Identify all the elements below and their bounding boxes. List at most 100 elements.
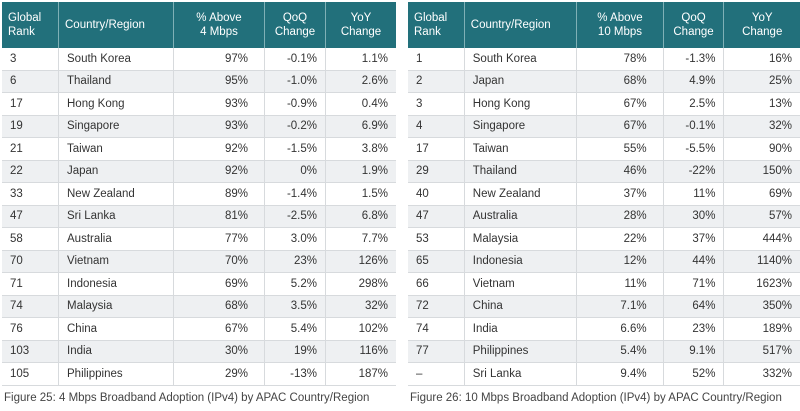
table-row: 76 China 67% 5.4% 102% [2, 317, 396, 341]
header-text: Rank [414, 26, 441, 38]
table-block: Global Rank Country/Region % Above 4 Mbps QoQ… [2, 2, 396, 386]
table-cell: 187% [325, 362, 396, 386]
table-cell: 37% [663, 227, 725, 251]
table-cell: 298% [325, 272, 396, 296]
table-row: 65 Indonesia 12% 44% 1140% [408, 250, 800, 273]
table-cell: 67% [173, 317, 265, 341]
table-cell: 3.8% [325, 137, 396, 161]
table-cell: 72 [408, 295, 465, 318]
header-row: Global Rank Country/Region % Above 10 Mbps Qo… [408, 2, 800, 48]
table-cell: 19 [2, 115, 59, 138]
table-cell: South Korea [58, 48, 174, 71]
table-cell: 2.6% [325, 70, 396, 93]
header-cell: % Above 10 Mbps [576, 2, 664, 48]
table-cell: 81% [173, 205, 265, 228]
table-cell: Hong Kong [58, 92, 174, 116]
table-cell: 4 [408, 115, 465, 138]
table-cell: Vietnam [58, 250, 174, 273]
table-cell: 6.8% [325, 205, 396, 228]
table-cell: 126% [325, 250, 396, 273]
table-cell: 28% [576, 205, 664, 228]
table-row: 74 Malaysia 68% 3.5% 32% [2, 295, 396, 318]
table-cell: 97% [173, 48, 265, 71]
caption: Figure 26: 10 Mbps Broadband Adoption (I… [410, 392, 782, 404]
table-cell: 71 [2, 272, 59, 296]
table-cell: – [408, 362, 465, 386]
table-cell: -5.5% [663, 137, 725, 161]
header-text: Change [340, 26, 382, 38]
table-cell: 30% [663, 205, 725, 228]
table-cell: 23% [264, 250, 326, 273]
table-cell: 3.5% [264, 295, 326, 318]
table-cell: New Zealand [464, 182, 578, 206]
table-cell: 6.9% [325, 115, 396, 138]
table-cell: 2 [408, 70, 465, 93]
header-cell: % Above 4 Mbps [173, 2, 265, 48]
table-cell: 95% [173, 70, 265, 93]
table-cell: 116% [325, 340, 396, 363]
table-cell: Australia [58, 227, 174, 251]
table-cell: 67% [576, 92, 664, 116]
table-cell: 1140% [723, 250, 800, 273]
table-cell: Taiwan [464, 137, 578, 161]
table-cell: 16% [723, 48, 800, 71]
table-row: 72 China 7.1% 64% 350% [408, 295, 800, 318]
table-cell: 0.4% [325, 92, 396, 116]
data-table: Global Rank Country/Region % Above 4 Mbps QoQ… [2, 2, 396, 386]
table-cell: China [58, 317, 174, 341]
table-cell: Vietnam [464, 272, 578, 296]
table-cell: 93% [173, 115, 265, 138]
table-cell: 3 [408, 92, 465, 116]
table-cell: 44% [663, 250, 725, 273]
table-cell: 70% [173, 250, 265, 273]
table-cell: 3 [2, 48, 59, 71]
table-cell: Sri Lanka [464, 362, 578, 386]
table-row: 2 Japan 68% 4.9% 25% [408, 70, 800, 93]
table-cell: 77 [408, 340, 465, 363]
table-cell: 47 [408, 205, 465, 228]
table-row: 77 Philippines 5.4% 9.1% 517% [408, 340, 800, 363]
table-cell: Indonesia [464, 250, 578, 273]
header-text: QoQ [681, 12, 706, 24]
header-cell: Global Rank [2, 2, 59, 48]
header-text: Change [673, 26, 714, 38]
header-text: YoY [350, 12, 372, 24]
table-cell: 0% [264, 160, 326, 183]
table-cell: 13% [723, 92, 800, 116]
table-cell: 65 [408, 250, 465, 273]
table-cell: 69% [723, 182, 800, 206]
table-cell: China [464, 295, 578, 318]
table-cell: 68% [173, 295, 265, 318]
table-cell: 29% [173, 362, 265, 386]
table-cell: 30% [173, 340, 265, 363]
table-cell: 68% [576, 70, 664, 93]
table-cell: -13% [264, 362, 326, 386]
table-cell: 74 [408, 317, 465, 341]
data-table: Global Rank Country/Region % Above 10 Mbps Qo… [408, 2, 800, 386]
table-cell: 1 [408, 48, 465, 71]
table-cell: 6 [2, 70, 59, 93]
table-cell: 1.9% [325, 160, 396, 183]
table-row: 6 Thailand 95% -1.0% 2.6% [2, 70, 396, 93]
header-cell: QoQ Change [663, 2, 725, 48]
table-cell: 37% [576, 182, 664, 206]
table-block: Global Rank Country/Region % Above 10 Mbps Qo… [408, 2, 800, 386]
table-cell: 9.4% [576, 362, 664, 386]
table-cell: 9.1% [663, 340, 725, 363]
header-row: Global Rank Country/Region % Above 4 Mbps QoQ… [2, 2, 396, 48]
table-cell: 22% [576, 227, 664, 251]
table-cell: 332% [723, 362, 800, 386]
header-text: QoQ [282, 12, 308, 24]
header-cell: YoY Change [723, 2, 800, 48]
table-cell: -1.5% [264, 137, 326, 161]
table-cell: 92% [173, 160, 265, 183]
table-cell: India [464, 317, 578, 341]
table-row: 103 India 30% 19% 116% [2, 340, 396, 363]
table-cell: India [58, 340, 174, 363]
table-row: 17 Hong Kong 93% -0.9% 0.4% [2, 92, 396, 116]
table-cell: -1.0% [264, 70, 326, 93]
table-cell: South Korea [464, 48, 578, 71]
table-cell: 25% [723, 70, 800, 93]
table-cell: 70 [2, 250, 59, 273]
